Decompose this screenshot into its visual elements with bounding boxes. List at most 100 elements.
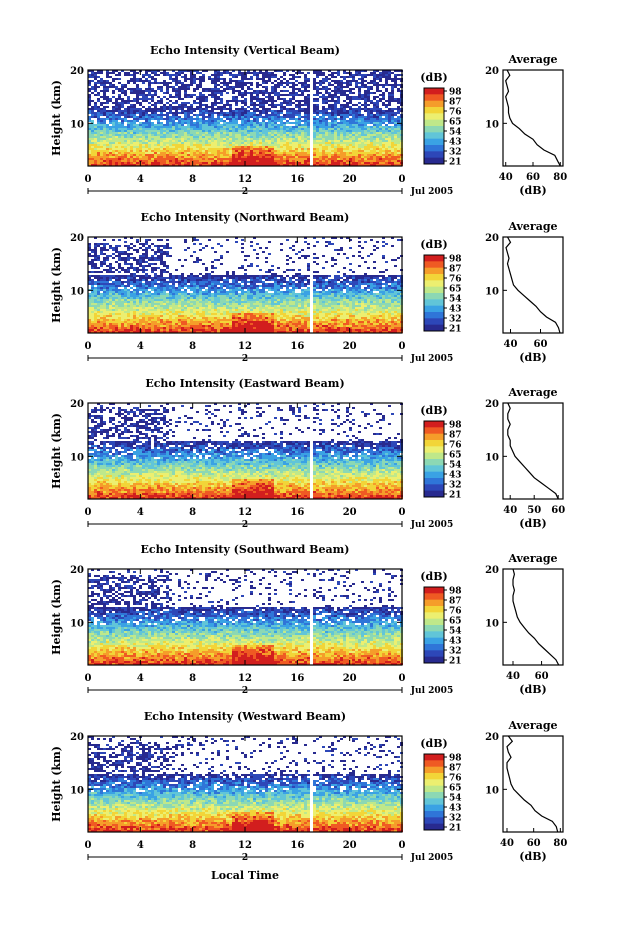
- echo-cell: [199, 78, 202, 80]
- echo-cell: [193, 277, 196, 279]
- echo-cell: [289, 110, 292, 112]
- echo-cell: [235, 130, 238, 132]
- echo-cell: [283, 150, 286, 152]
- echo-cell: [322, 154, 325, 156]
- echo-cell: [193, 239, 196, 241]
- echo-cell: [304, 88, 307, 90]
- echo-cell: [238, 72, 241, 74]
- echo-cell: [190, 122, 193, 124]
- echo-cell: [295, 140, 298, 142]
- echo-cell: [157, 162, 160, 164]
- echo-cell: [112, 92, 115, 94]
- echo-cell: [133, 74, 136, 76]
- echo-cell: [295, 104, 298, 106]
- echo-cell: [388, 162, 391, 164]
- echo-cell: [130, 253, 133, 255]
- echo-cell: [223, 150, 226, 152]
- echo-cell: [337, 88, 340, 90]
- echo-cell: [160, 108, 163, 110]
- echo-cell: [268, 269, 271, 271]
- echo-cell: [205, 124, 208, 126]
- echo-cell: [205, 138, 208, 140]
- echo-cell: [340, 154, 343, 156]
- echo-cell: [262, 80, 265, 82]
- day-marker: 2: [242, 187, 248, 197]
- echo-cell: [220, 140, 223, 142]
- echo-cell: [301, 90, 304, 92]
- echo-cell: [199, 96, 202, 98]
- echo-cell: [289, 92, 292, 94]
- echo-cell: [193, 251, 196, 253]
- echo-cell: [157, 245, 160, 247]
- echo-cell: [220, 134, 223, 136]
- echo-cell: [97, 243, 100, 245]
- echo-cell: [316, 150, 319, 152]
- echo-cell: [163, 134, 166, 136]
- echo-cell: [196, 126, 199, 128]
- echo-cell: [364, 94, 367, 96]
- echo-cell: [262, 275, 265, 277]
- echo-cell: [178, 148, 181, 150]
- echo-cell: [166, 88, 169, 90]
- echo-cell: [259, 92, 262, 94]
- echo-cell: [334, 108, 337, 110]
- echo-cell: [304, 80, 307, 82]
- echo-cell: [289, 130, 292, 132]
- echo-cell: [235, 146, 238, 148]
- echo-cell: [367, 100, 370, 102]
- echo-cell: [355, 154, 358, 156]
- echo-cell: [283, 128, 286, 130]
- echo-cell: [100, 265, 103, 267]
- echo-cell: [226, 134, 229, 136]
- echo-cell: [346, 142, 349, 144]
- echo-cell: [217, 124, 220, 126]
- echo-cell: [307, 118, 310, 120]
- echo-cell: [217, 277, 220, 279]
- echo-cell: [376, 132, 379, 134]
- echo-cell: [139, 247, 142, 249]
- echo-cell: [292, 154, 295, 156]
- echo-cell: [241, 78, 244, 80]
- echo-cell: [151, 126, 154, 128]
- echo-cell: [259, 124, 262, 126]
- echo-cell: [118, 239, 121, 241]
- echo-cell: [184, 88, 187, 90]
- echo-cell: [316, 134, 319, 136]
- echo-cell: [154, 263, 157, 265]
- echo-cell: [196, 257, 199, 259]
- echo-cell: [133, 128, 136, 130]
- echo-cell: [385, 116, 388, 118]
- echo-cell: [196, 118, 199, 120]
- echo-cell: [316, 263, 319, 265]
- echo-cell: [289, 134, 292, 136]
- echo-cell: [103, 249, 106, 251]
- echo-cell: [334, 152, 337, 154]
- echo-cell: [397, 130, 400, 132]
- echo-cell: [103, 162, 106, 164]
- echo-cell: [367, 134, 370, 136]
- echo-cell: [145, 112, 148, 114]
- echo-cell: [97, 94, 100, 96]
- echo-cell: [232, 116, 235, 118]
- echo-cell: [262, 100, 265, 102]
- echo-cell: [274, 76, 277, 78]
- echo-cell: [193, 138, 196, 140]
- echo-cell: [115, 146, 118, 148]
- echo-cell: [181, 118, 184, 120]
- echo-cell: [214, 156, 217, 158]
- echo-cell: [106, 130, 109, 132]
- echo-cell: [121, 136, 124, 138]
- echo-cell: [94, 130, 97, 132]
- echo-cell: [124, 92, 127, 94]
- echo-cell: [91, 156, 94, 158]
- echo-cell: [358, 102, 361, 104]
- echo-cell: [115, 148, 118, 150]
- echo-cell: [349, 130, 352, 132]
- echo-cell: [388, 146, 391, 148]
- echo-cell: [184, 144, 187, 146]
- echo-cell: [301, 136, 304, 138]
- echo-cell: [301, 146, 304, 148]
- echo-cell: [268, 122, 271, 124]
- echo-cell: [361, 136, 364, 138]
- echo-cell: [268, 124, 271, 126]
